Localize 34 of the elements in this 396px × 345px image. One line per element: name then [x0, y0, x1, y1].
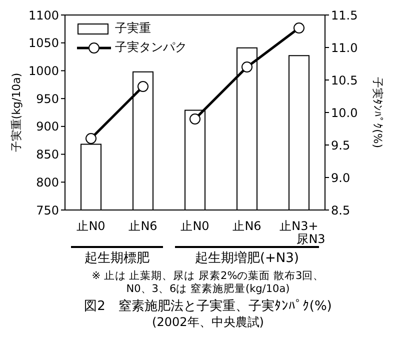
y-tick-label: 800 — [36, 175, 59, 190]
y-tick-label: 850 — [36, 148, 59, 162]
point — [242, 62, 252, 72]
y2-axis-title: 子実ﾀﾝﾊﾟｸ(%) — [371, 76, 384, 148]
y-tick-label: 1050 — [28, 36, 59, 50]
point — [294, 22, 304, 34]
point — [138, 81, 148, 92]
x-tick-label: 止N3+ 尿N3 — [280, 219, 326, 246]
y2-tick-label: 9.0 — [331, 170, 350, 185]
y2-tick-label: 10.0 — [331, 106, 358, 120]
y-tick-label: 1000 — [28, 64, 59, 78]
x-tick-label: 止N0 — [76, 219, 106, 233]
y-tick-label: 750 — [36, 203, 59, 218]
y2-tick-label: 11.0 — [331, 40, 358, 55]
x-tick-label: 止N0 — [180, 219, 210, 233]
text: 起生期標肥 — [71, 246, 163, 267]
y-tick-label: 1100 — [28, 8, 59, 22]
y2-tick-label: 8.5 — [331, 203, 350, 218]
legend-label: 子実重 — [115, 20, 151, 37]
y2-tick-label: 11.5 — [331, 8, 358, 22]
x-tick-label: 止N6 — [128, 219, 158, 233]
y-tick-label: 950 — [36, 92, 59, 106]
text: (2002年、中央農試) — [151, 315, 265, 330]
y-tick-label: 900 — [36, 120, 59, 134]
y2-tick-label: 9.5 — [331, 138, 350, 152]
x-tick-label: 止N6 — [232, 219, 262, 233]
legend-label: 子実タンパク — [115, 39, 187, 56]
point — [86, 133, 96, 144]
y-axis-title: 子実重(kg/10a) — [10, 72, 23, 152]
text: 起生期増肥(+N3) — [175, 246, 319, 267]
text: ※ 止は 止葉期、尿は 尿素2%の葉面 散布3回、 N0、3、6は 窒素施肥量(kg/10a) — [90, 270, 326, 296]
point — [190, 114, 200, 124]
y2-tick-label: 10.5 — [331, 73, 358, 88]
text: 図2 窒素施肥法と子実重、子実ﾀﾝﾊﾟｸ(%) — [83, 299, 333, 315]
